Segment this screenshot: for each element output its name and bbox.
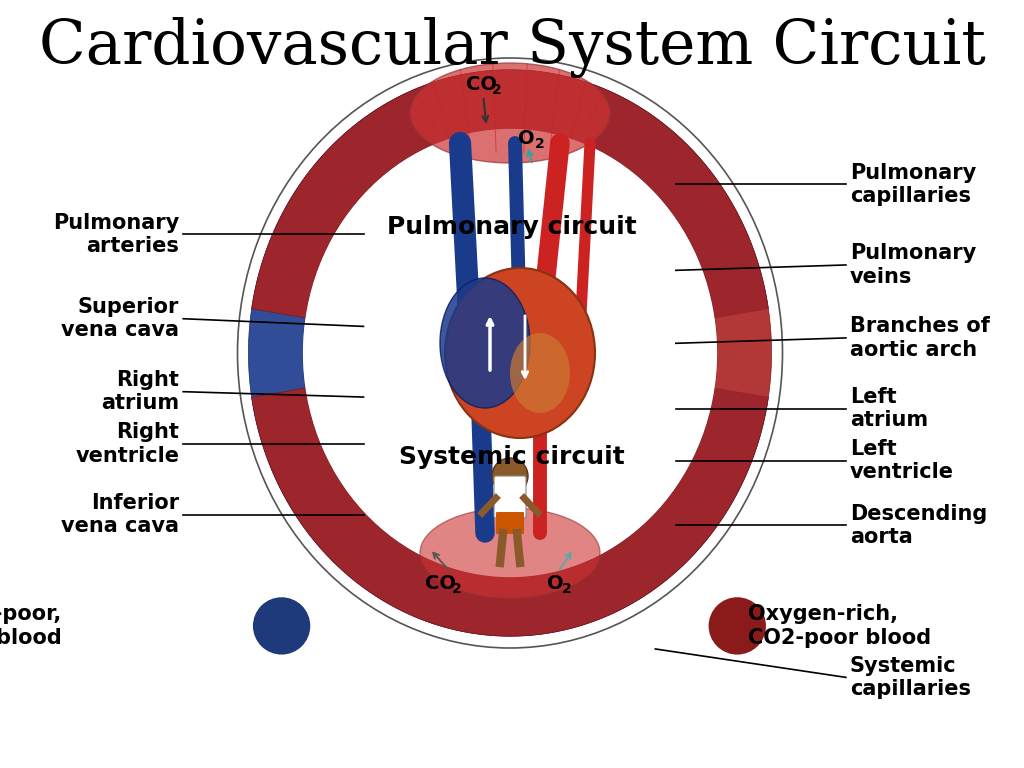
Text: 2: 2 [452, 582, 462, 596]
Text: Superior
vena cava: Superior vena cava [61, 297, 179, 340]
Text: Pulmonary
capillaries: Pulmonary capillaries [850, 163, 976, 206]
Circle shape [492, 458, 528, 494]
Polygon shape [252, 70, 771, 636]
Ellipse shape [303, 129, 717, 578]
Text: Left
atrium: Left atrium [850, 387, 928, 430]
Text: 2: 2 [562, 582, 572, 596]
Text: Right
atrium: Right atrium [101, 370, 179, 413]
Text: Pulmonary
arteries: Pulmonary arteries [53, 213, 179, 256]
Text: O: O [547, 574, 563, 593]
Text: Right
ventricle: Right ventricle [75, 422, 179, 465]
Text: 2: 2 [535, 137, 545, 151]
Text: O: O [518, 129, 535, 147]
Ellipse shape [420, 508, 600, 598]
FancyBboxPatch shape [494, 476, 526, 518]
Ellipse shape [410, 63, 610, 163]
Text: Systemic
capillaries: Systemic capillaries [850, 656, 971, 699]
FancyBboxPatch shape [496, 512, 524, 534]
Ellipse shape [445, 268, 595, 438]
Text: Branches of
aortic arch: Branches of aortic arch [850, 316, 990, 359]
Text: Pulmonary circuit: Pulmonary circuit [387, 214, 637, 239]
Text: CO: CO [466, 75, 497, 94]
Text: CO: CO [425, 574, 456, 593]
Text: 2: 2 [492, 83, 502, 97]
Polygon shape [249, 70, 768, 636]
Text: Systemic circuit: Systemic circuit [399, 445, 625, 469]
Ellipse shape [510, 333, 570, 413]
Circle shape [709, 598, 766, 654]
Text: Oxygen-poor,
CO2-rich blood: Oxygen-poor, CO2-rich blood [0, 604, 61, 647]
Text: Descending
aorta: Descending aorta [850, 504, 987, 547]
Text: Cardiovascular System Circuit: Cardiovascular System Circuit [39, 18, 985, 78]
Text: Inferior
vena cava: Inferior vena cava [61, 493, 179, 536]
Text: Left
ventricle: Left ventricle [850, 439, 954, 482]
Ellipse shape [440, 278, 530, 408]
Text: Oxygen-rich,
CO2-poor blood: Oxygen-rich, CO2-poor blood [748, 604, 931, 647]
Circle shape [253, 598, 310, 654]
Text: Pulmonary
veins: Pulmonary veins [850, 243, 976, 286]
